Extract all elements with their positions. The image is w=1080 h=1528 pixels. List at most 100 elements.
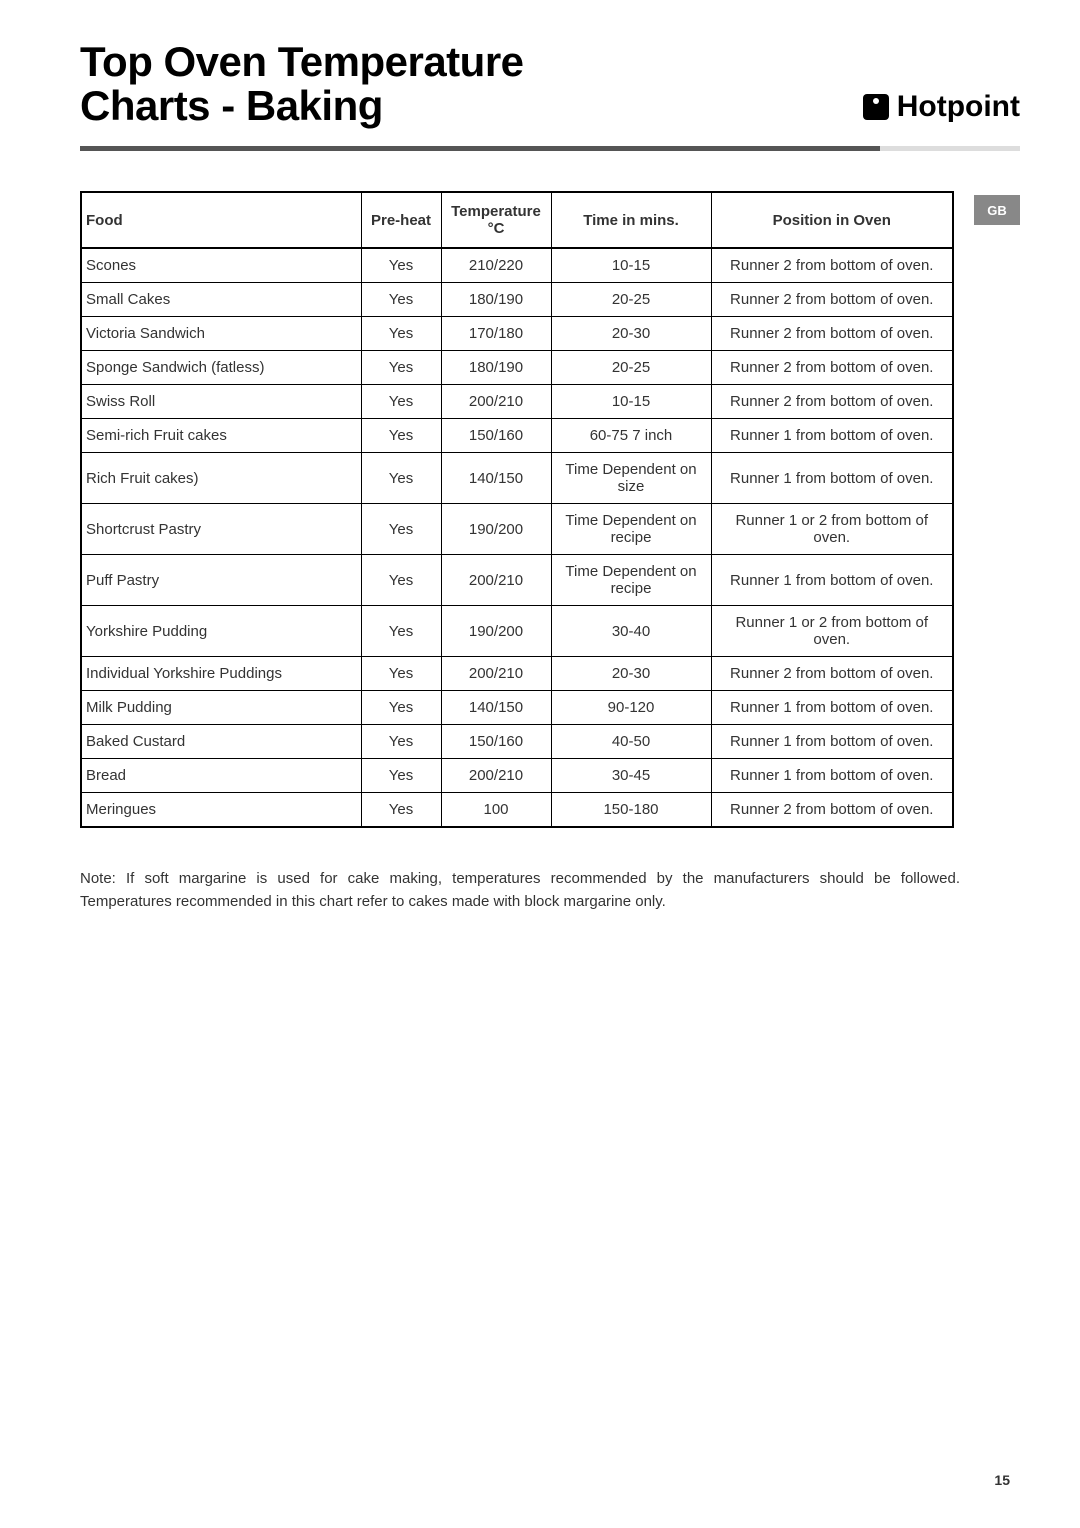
cell-food: Puff Pastry [81, 555, 361, 606]
cell-time: 90-120 [551, 691, 711, 725]
cell-food: Small Cakes [81, 283, 361, 317]
cell-position: Runner 2 from bottom of oven. [711, 657, 953, 691]
table-row: Rich Fruit cakes)Yes140/150Time Dependen… [81, 453, 953, 504]
title-line-1: Top Oven Temperature [80, 38, 524, 85]
col-header-time: Time in mins. [551, 192, 711, 248]
cell-preheat: Yes [361, 657, 441, 691]
cell-time: Time Dependent on size [551, 453, 711, 504]
table-row: Small CakesYes180/19020-25Runner 2 from … [81, 283, 953, 317]
cell-time: 20-30 [551, 657, 711, 691]
cell-temp: 140/150 [441, 453, 551, 504]
cell-preheat: Yes [361, 317, 441, 351]
table-head: Food Pre-heat Temperature °C Time in min… [81, 192, 953, 248]
page-number: 15 [994, 1472, 1010, 1488]
cell-time: Time Dependent on recipe [551, 555, 711, 606]
cell-food: Milk Pudding [81, 691, 361, 725]
cell-temp: 100 [441, 793, 551, 828]
header-divider [80, 146, 1020, 151]
baking-table: Food Pre-heat Temperature °C Time in min… [80, 191, 954, 828]
cell-temp: 200/210 [441, 759, 551, 793]
table-row: SconesYes210/22010-15Runner 2 from botto… [81, 248, 953, 283]
table-row: Yorkshire PuddingYes190/20030-40Runner 1… [81, 606, 953, 657]
cell-preheat: Yes [361, 691, 441, 725]
cell-temp: 200/210 [441, 385, 551, 419]
cell-preheat: Yes [361, 606, 441, 657]
cell-time: 10-15 [551, 385, 711, 419]
cell-food: Scones [81, 248, 361, 283]
cell-temp: 150/160 [441, 419, 551, 453]
cell-food: Shortcrust Pastry [81, 504, 361, 555]
page-title: Top Oven Temperature Charts - Baking [80, 40, 524, 128]
cell-food: Bread [81, 759, 361, 793]
footnote: Note: If soft margarine is used for cake… [80, 868, 960, 913]
table-row: Baked CustardYes150/16040-50Runner 1 fro… [81, 725, 953, 759]
cell-position: Runner 2 from bottom of oven. [711, 385, 953, 419]
table-body: SconesYes210/22010-15Runner 2 from botto… [81, 248, 953, 827]
content-row: Food Pre-heat Temperature °C Time in min… [80, 191, 1020, 828]
cell-food: Yorkshire Pudding [81, 606, 361, 657]
cell-food: Victoria Sandwich [81, 317, 361, 351]
cell-time: 30-40 [551, 606, 711, 657]
cell-position: Runner 2 from bottom of oven. [711, 793, 953, 828]
cell-time: 30-45 [551, 759, 711, 793]
cell-temp: 180/190 [441, 351, 551, 385]
col-header-food: Food [81, 192, 361, 248]
table-row: Victoria SandwichYes170/18020-30Runner 2… [81, 317, 953, 351]
cell-preheat: Yes [361, 351, 441, 385]
cell-temp: 200/210 [441, 555, 551, 606]
cell-preheat: Yes [361, 504, 441, 555]
cell-position: Runner 1 from bottom of oven. [711, 555, 953, 606]
table-wrap: Food Pre-heat Temperature °C Time in min… [80, 191, 954, 828]
cell-food: Swiss Roll [81, 385, 361, 419]
cell-temp: 190/200 [441, 504, 551, 555]
cell-position: Runner 1 from bottom of oven. [711, 691, 953, 725]
temp-header-line1: Temperature [448, 203, 545, 220]
cell-position: Runner 2 from bottom of oven. [711, 248, 953, 283]
cell-position: Runner 1 from bottom of oven. [711, 419, 953, 453]
cell-temp: 180/190 [441, 283, 551, 317]
cell-preheat: Yes [361, 385, 441, 419]
cell-time: 10-15 [551, 248, 711, 283]
cell-position: Runner 1 from bottom of oven. [711, 759, 953, 793]
table-row: Sponge Sandwich (fatless)Yes180/19020-25… [81, 351, 953, 385]
cell-preheat: Yes [361, 759, 441, 793]
cell-preheat: Yes [361, 725, 441, 759]
header-row: Top Oven Temperature Charts - Baking Hot… [80, 40, 1020, 128]
cell-time: 20-25 [551, 351, 711, 385]
table-row: Swiss RollYes200/21010-15Runner 2 from b… [81, 385, 953, 419]
cell-position: Runner 2 from bottom of oven. [711, 317, 953, 351]
cell-time: 150-180 [551, 793, 711, 828]
cell-temp: 200/210 [441, 657, 551, 691]
cell-position: Runner 2 from bottom of oven. [711, 283, 953, 317]
table-row: Semi-rich Fruit cakesYes150/16060-75 7 i… [81, 419, 953, 453]
cell-food: Semi-rich Fruit cakes [81, 419, 361, 453]
cell-temp: 210/220 [441, 248, 551, 283]
cell-position: Runner 1 or 2 from bottom of oven. [711, 504, 953, 555]
region-tab: GB [974, 195, 1020, 225]
cell-food: Individual Yorkshire Puddings [81, 657, 361, 691]
table-row: Individual Yorkshire PuddingsYes200/2102… [81, 657, 953, 691]
cell-temp: 170/180 [441, 317, 551, 351]
table-row: MeringuesYes100150-180Runner 2 from bott… [81, 793, 953, 828]
temp-header-line2: °C [448, 220, 545, 237]
col-header-preheat: Pre-heat [361, 192, 441, 248]
cell-preheat: Yes [361, 555, 441, 606]
cell-temp: 140/150 [441, 691, 551, 725]
cell-position: Runner 1 or 2 from bottom of oven. [711, 606, 953, 657]
cell-time: 60-75 7 inch [551, 419, 711, 453]
col-header-position: Position in Oven [711, 192, 953, 248]
cell-time: 20-25 [551, 283, 711, 317]
cell-time: 20-30 [551, 317, 711, 351]
table-row: Puff PastryYes200/210Time Dependent on r… [81, 555, 953, 606]
cell-preheat: Yes [361, 419, 441, 453]
table-row: BreadYes200/21030-45Runner 1 from bottom… [81, 759, 953, 793]
col-header-temperature: Temperature °C [441, 192, 551, 248]
cell-position: Runner 2 from bottom of oven. [711, 351, 953, 385]
cell-preheat: Yes [361, 248, 441, 283]
cell-preheat: Yes [361, 453, 441, 504]
cell-preheat: Yes [361, 793, 441, 828]
cell-preheat: Yes [361, 283, 441, 317]
cell-food: Sponge Sandwich (fatless) [81, 351, 361, 385]
cell-position: Runner 1 from bottom of oven. [711, 725, 953, 759]
table-header-row: Food Pre-heat Temperature °C Time in min… [81, 192, 953, 248]
